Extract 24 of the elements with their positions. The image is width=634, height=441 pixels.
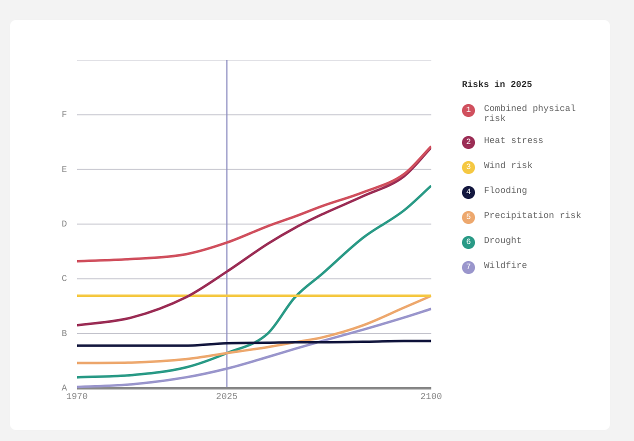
- text: E: [62, 164, 67, 175]
- text: 1: [462, 104, 475, 117]
- text: B: [62, 328, 68, 339]
- legend-label: Flooding: [484, 186, 528, 196]
- legend-title: Risks in 2025: [462, 80, 534, 90]
- legend-label: Wildfire: [484, 261, 528, 271]
- text: 3: [462, 161, 475, 174]
- text: C: [62, 274, 68, 284]
- legend-label: Wind risk: [484, 161, 533, 171]
- legend-label: Combined physical risk: [484, 104, 577, 124]
- text: F: [62, 110, 67, 120]
- text: 7: [462, 261, 475, 274]
- text: 4: [462, 186, 475, 199]
- text: D: [62, 219, 67, 230]
- text: A: [62, 384, 68, 394]
- legend-label: Drought: [484, 236, 522, 246]
- legend-label: Precipitation risk: [484, 211, 582, 221]
- legend-label: Heat stress: [484, 136, 544, 146]
- text: 6: [462, 236, 475, 249]
- text: 5: [462, 211, 475, 224]
- x-tick-label: 2025: [216, 392, 238, 402]
- x-tick-label: 2100: [420, 392, 442, 402]
- text: 2: [462, 136, 475, 149]
- x-tick-label: 1970: [66, 392, 88, 402]
